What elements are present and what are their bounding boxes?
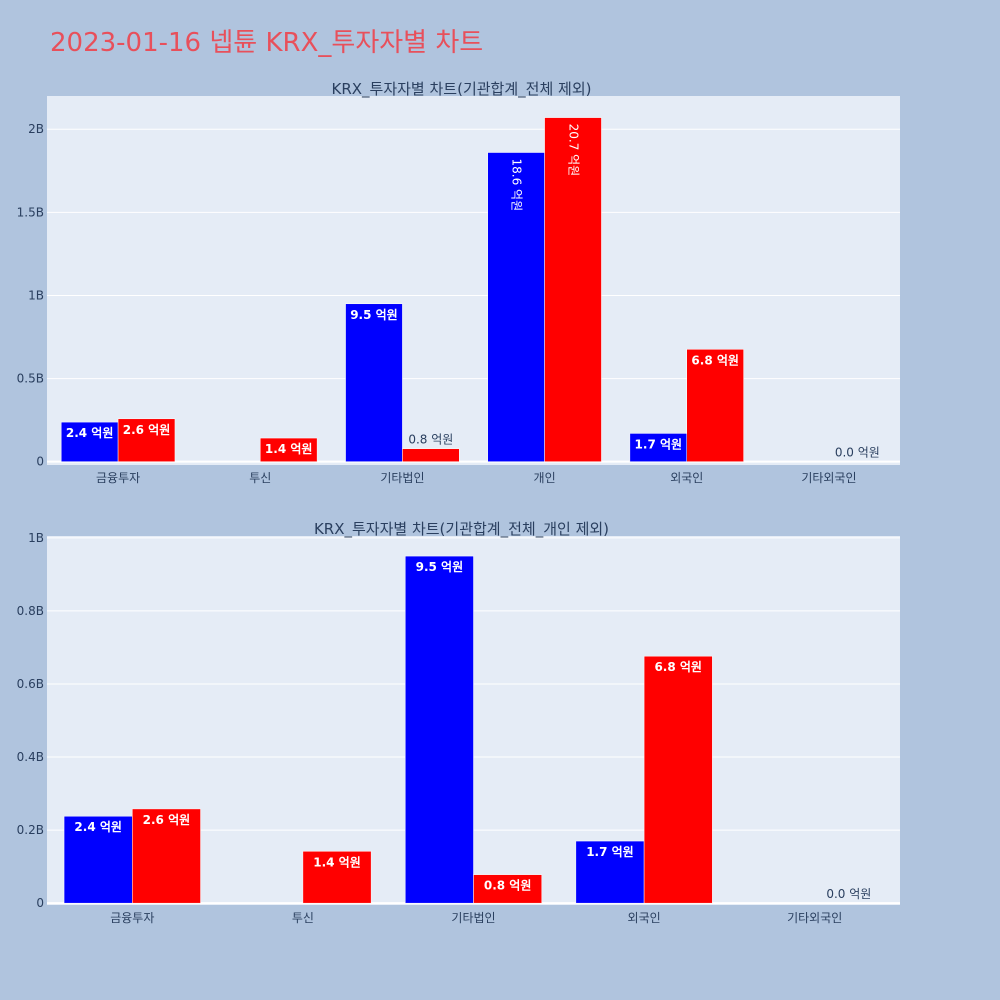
bar-value-label: 0.8 억원: [408, 433, 453, 447]
bar: [302, 851, 372, 904]
chart-1: 0 0.5B 1B 1.5B 2B KRX_투자자별 차트(기관합계_전체 제외) 금융투자…: [17, 80, 900, 485]
x-tick-label: 기타법인: [451, 911, 495, 925]
bar-value-label: 20.7 억원: [567, 124, 581, 177]
bar: [575, 840, 645, 904]
bar-value-label: 18.6 억원: [510, 159, 524, 212]
bar: [402, 448, 460, 462]
y-tick-label: 0.2B: [17, 823, 44, 837]
bar-value-label: 0.0 억원: [826, 887, 871, 901]
y-tick-label: 0.8B: [17, 604, 44, 618]
bar-value-label: 1.4 억원: [313, 855, 361, 869]
bar: [63, 815, 133, 904]
bar-value-label: 2.4 억원: [74, 820, 122, 834]
bar-value-label: 0.8 억원: [484, 879, 532, 893]
bar-value-label: 2.6 억원: [123, 423, 171, 437]
y-tick-label: 1B: [28, 531, 44, 545]
bar: [260, 437, 318, 462]
bar-value-label: 0.0 억원: [835, 446, 880, 460]
bar: [686, 349, 744, 462]
bar-value-label: 6.8 억원: [654, 660, 702, 674]
y-tick-label: 0.5B: [17, 372, 44, 386]
bar: [117, 418, 176, 462]
bar: [132, 808, 201, 904]
y-tick-label: 1.5B: [17, 205, 44, 219]
bar-value-label: 2.4 억원: [66, 426, 114, 440]
chart-title: KRX_투자자별 차트(기관합계_전체 제외): [332, 80, 592, 99]
bar: [487, 152, 545, 462]
bar-value-label: 2.6 억원: [143, 813, 191, 827]
x-tick-label: 투신: [249, 471, 271, 485]
chart-2: 0 0.2B 0.4B 0.6B 0.8B 1B KRX_투자자별 차트(기관합계_전체_개…: [17, 520, 900, 925]
y-tick-label: 2B: [28, 122, 44, 136]
bar-value-label: 1.4 억원: [265, 442, 313, 456]
page-title: 2023-01-16 넵튠 KRX_투자자별 차트: [50, 28, 484, 58]
y-tick-label: 0.6B: [17, 677, 44, 691]
y-tick-label: 0: [36, 455, 44, 469]
plot-area: [47, 96, 900, 465]
y-tick-label: 0: [36, 896, 44, 910]
x-tick-label: 금융투자: [110, 911, 154, 925]
bar-value-label: 9.5 억원: [350, 308, 398, 322]
chart-title: KRX_투자자별 차트(기관합계_전체_개인 제외): [314, 520, 609, 539]
bar-value-label: 6.8 억원: [691, 353, 739, 367]
x-tick-label: 외국인: [670, 471, 703, 485]
bar-value-label: 1.7 억원: [635, 437, 683, 451]
bar: [473, 874, 542, 904]
bar: [643, 655, 713, 904]
bar: [544, 117, 602, 462]
bar-value-label: 9.5 억원: [416, 560, 464, 574]
x-tick-label: 외국인: [628, 911, 661, 925]
y-tick-label: 1B: [28, 288, 44, 302]
x-tick-label: 금융투자: [96, 471, 140, 485]
x-tick-label: 기타법인: [380, 471, 424, 485]
bar: [60, 421, 119, 462]
bar-value-label: 1.7 억원: [586, 845, 634, 859]
x-tick-label: 기타외국인: [787, 911, 842, 925]
x-tick-label: 개인: [534, 471, 556, 485]
bar: [345, 303, 403, 462]
bar: [405, 555, 474, 904]
x-tick-label: 기타외국인: [801, 471, 856, 485]
y-tick-label: 0.4B: [17, 750, 44, 764]
x-tick-label: 투신: [292, 911, 314, 925]
